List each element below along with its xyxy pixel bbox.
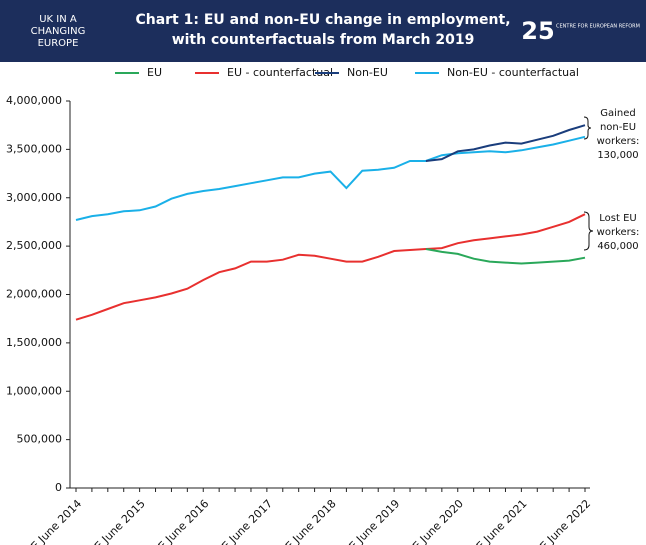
x-tick-label: YE June 2015 <box>87 497 148 545</box>
x-tick-label: YE June 2018 <box>277 497 338 545</box>
series-line <box>425 124 586 162</box>
y-tick-label: 1,500,000 <box>6 336 62 349</box>
chart-title: Chart 1: EU and non-EU change in employm… <box>135 12 510 28</box>
annotation: 460,000 <box>597 241 638 252</box>
annotation: non-EU <box>600 122 636 133</box>
chart-title: with counterfactuals from March 2019 <box>172 32 475 48</box>
annotation: Gained <box>600 108 636 119</box>
legend-label: EU - counterfactual <box>227 66 333 79</box>
logo-text: UK IN A <box>39 14 77 25</box>
logo-text: CHANGING <box>31 26 86 37</box>
x-tick-label: YE June 2014 <box>23 497 84 545</box>
y-tick-label: 3,500,000 <box>6 142 62 155</box>
logo-text: CENTRE FOR EUROPEAN REFORM <box>556 24 640 30</box>
y-tick-label: 2,000,000 <box>6 288 62 301</box>
y-tick-label: 1,000,000 <box>6 384 62 397</box>
x-tick-label: YE June 2017 <box>214 497 275 545</box>
legend-label: Non-EU <box>347 66 388 79</box>
legend-label: Non-EU - counterfactual <box>447 66 579 79</box>
brace <box>583 211 594 251</box>
brace <box>583 116 592 140</box>
series-line <box>75 213 586 321</box>
header: UK IN A CHANGING EUROPE Chart 1: EU and … <box>31 12 640 49</box>
x-tick-label: YE June 2020 <box>405 497 466 545</box>
x-tick-label: YE June 2021 <box>468 497 529 545</box>
x-tick-label: YE June 2022 <box>532 497 593 545</box>
logo-text: EUROPE <box>38 38 79 49</box>
series-line <box>75 135 586 221</box>
legend-label: EU <box>147 66 162 79</box>
annotation: workers: <box>597 227 640 238</box>
x-tick-label: YE June 2016 <box>150 497 211 545</box>
y-tick-label: 0 <box>55 481 62 494</box>
header-band <box>0 0 646 62</box>
y-tick-label: 3,000,000 <box>6 191 62 204</box>
annotation: 130,000 <box>597 150 638 161</box>
x-tick-label: YE June 2019 <box>341 497 402 545</box>
y-tick-label: 2,500,000 <box>6 239 62 252</box>
annotation: Lost EU <box>599 213 636 224</box>
logo-number: 25 <box>521 17 554 45</box>
y-tick-label: 500,000 <box>17 433 63 446</box>
annotation: workers: <box>597 136 640 147</box>
y-tick-label: 4,000,000 <box>6 94 62 107</box>
series-line <box>425 248 586 265</box>
